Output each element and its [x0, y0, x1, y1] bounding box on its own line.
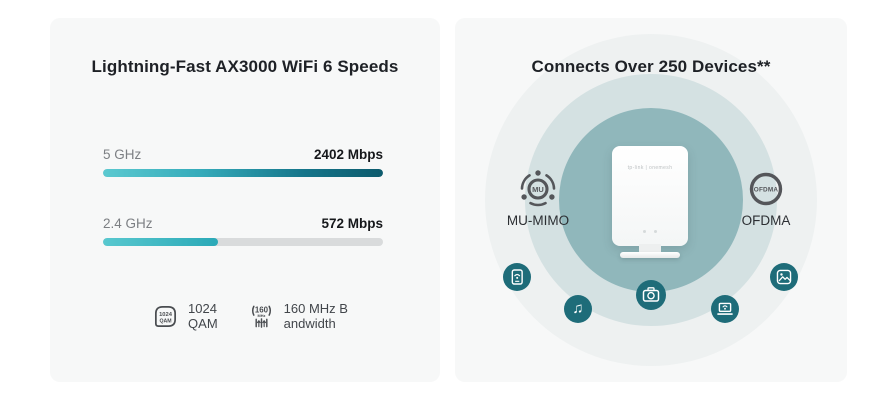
svg-text:1024: 1024 [159, 312, 173, 318]
range-extender-device: tp-link | onemesh [612, 146, 688, 260]
svg-text:MU: MU [532, 185, 544, 194]
svg-text:MHz: MHz [257, 314, 265, 318]
device-body: tp-link | onemesh [612, 146, 688, 246]
band-label-24ghz: 2.4 GHz [103, 216, 153, 231]
photo-icon [776, 269, 792, 285]
device-stand-neck [639, 244, 661, 253]
connectivity-panel: Connects Over 250 Devices** tp-link | on… [455, 18, 847, 382]
speed-panel: Lightning-Fast AX3000 WiFi 6 Speeds 5 GH… [50, 18, 440, 382]
technology-mu-mimo: MU MU-MIMO [478, 169, 598, 228]
feature-160mhz: 160 MHz 160 MHz B andwidth [248, 301, 348, 331]
feature-icons-row: 1024 QAM 1024 QAM 160 MHz [55, 301, 440, 331]
bar-track-24ghz [103, 238, 383, 246]
speed-bar-24ghz: 2.4 GHz 572 Mbps [103, 216, 383, 246]
device-stand-base [620, 252, 680, 258]
connected-device-tablet [503, 263, 531, 291]
music-note-icon: ♫ [572, 299, 584, 317]
ofdma-label: OFDMA [741, 213, 791, 228]
technology-ofdma: OFDMA OFDMA [706, 169, 826, 228]
band-label-5ghz: 5 GHz [103, 147, 142, 162]
bar-fill-24ghz [103, 238, 218, 246]
speed-bar-5ghz: 5 GHz 2402 Mbps [103, 147, 383, 177]
connected-device-laptop [711, 295, 739, 323]
speed-value-5ghz: 2402 Mbps [313, 147, 383, 162]
tablet-wifi-icon [511, 269, 523, 285]
bar-fill-5ghz [103, 169, 383, 177]
qam-badge-icon: 1024 QAM [155, 305, 177, 327]
device-led-indicators [612, 230, 688, 233]
ofdma-icon: OFDMA [749, 172, 783, 206]
connectivity-panel-title: Connects Over 250 Devices** [531, 57, 771, 76]
camera-icon [642, 287, 660, 302]
connected-device-music: ♫ [564, 295, 592, 323]
svg-text:160: 160 [255, 305, 269, 314]
feature-label-bandwidth: 160 MHz B andwidth [283, 301, 348, 331]
device-brand-logo: tp-link | onemesh [627, 165, 673, 171]
mu-mimo-icon: MU [520, 170, 556, 207]
speed-panel-title: Lightning-Fast AX3000 WiFi 6 Speeds [91, 57, 399, 76]
mu-mimo-label: MU-MIMO [506, 213, 570, 228]
bar-track-5ghz [103, 169, 383, 177]
connected-device-camera [636, 280, 666, 310]
bandwidth-160mhz-icon: 160 MHz [251, 305, 271, 328]
speed-value-24ghz: 572 Mbps [321, 216, 383, 231]
feature-1024-qam: 1024 QAM 1024 QAM [152, 301, 218, 331]
laptop-wifi-icon [717, 302, 733, 315]
connected-device-photo [770, 263, 798, 291]
svg-text:OFDMA: OFDMA [754, 186, 779, 193]
feature-label-qam: 1024 QAM [188, 301, 218, 331]
svg-text:QAM: QAM [159, 318, 171, 324]
